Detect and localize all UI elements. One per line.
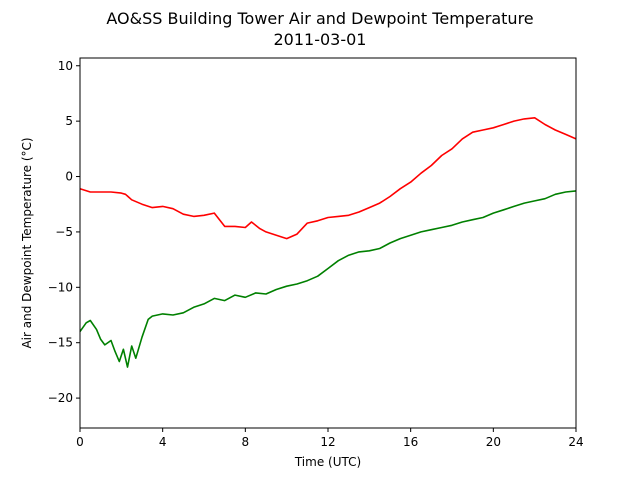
chart-title: AO&SS Building Tower Air and Dewpoint Te… — [106, 9, 533, 28]
x-tick-label: 4 — [159, 435, 167, 449]
x-tick-label: 20 — [486, 435, 501, 449]
axis-ticks: 0 4 8 12 16 20 24 −20 −15 −10 −5 0 5 10 — [48, 59, 584, 449]
x-tick-label: 24 — [568, 435, 583, 449]
y-tick-label: −10 — [48, 280, 73, 294]
chart-subtitle: 2011-03-01 — [274, 30, 367, 49]
x-tick-label: 8 — [242, 435, 250, 449]
series-line-1 — [79, 190, 577, 368]
x-tick-label: 12 — [320, 435, 335, 449]
series-lines — [79, 117, 577, 368]
x-tick-label: 16 — [403, 435, 418, 449]
x-tick-label: 0 — [76, 435, 84, 449]
y-tick-label: −15 — [48, 336, 73, 350]
y-tick-label: −20 — [48, 391, 73, 405]
y-tick-label: 10 — [58, 59, 73, 73]
series-line-0 — [79, 117, 577, 240]
y-axis-label: Air and Dewpoint Temperature (°C) — [20, 137, 34, 348]
y-tick-label: 5 — [65, 114, 73, 128]
x-axis-label: Time (UTC) — [294, 455, 361, 469]
plot-frame — [79, 57, 577, 429]
y-tick-label: 0 — [65, 170, 73, 184]
y-tick-label: −5 — [55, 225, 73, 239]
